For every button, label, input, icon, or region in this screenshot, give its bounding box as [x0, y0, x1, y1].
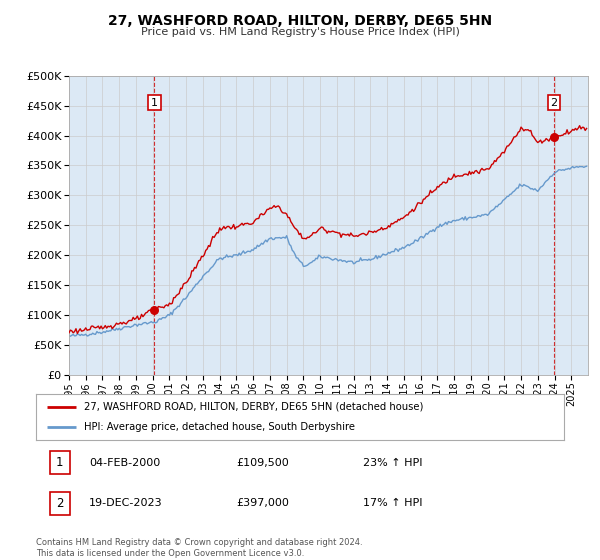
Point	[149, 305, 159, 314]
Text: 27, WASHFORD ROAD, HILTON, DERBY, DE65 5HN: 27, WASHFORD ROAD, HILTON, DERBY, DE65 5…	[108, 14, 492, 28]
Text: 1: 1	[151, 97, 158, 108]
Text: £109,500: £109,500	[236, 458, 289, 468]
Text: 2: 2	[550, 97, 557, 108]
Text: 23% ↑ HPI: 23% ↑ HPI	[364, 458, 423, 468]
Text: 17% ↑ HPI: 17% ↑ HPI	[364, 498, 423, 508]
Text: 1: 1	[56, 456, 64, 469]
Bar	[50, 492, 70, 515]
Text: This data is licensed under the Open Government Licence v3.0.: This data is licensed under the Open Gov…	[36, 549, 304, 558]
Text: £397,000: £397,000	[236, 498, 290, 508]
Text: 19-DEC-2023: 19-DEC-2023	[89, 498, 163, 508]
Text: 27, WASHFORD ROAD, HILTON, DERBY, DE65 5HN (detached house): 27, WASHFORD ROAD, HILTON, DERBY, DE65 5…	[83, 402, 423, 412]
Text: HPI: Average price, detached house, South Derbyshire: HPI: Average price, detached house, Sout…	[83, 422, 355, 432]
Point	[549, 133, 559, 142]
Text: 04-FEB-2000: 04-FEB-2000	[89, 458, 160, 468]
Text: 2: 2	[56, 497, 64, 510]
Text: Price paid vs. HM Land Registry's House Price Index (HPI): Price paid vs. HM Land Registry's House …	[140, 27, 460, 37]
Text: Contains HM Land Registry data © Crown copyright and database right 2024.: Contains HM Land Registry data © Crown c…	[36, 538, 362, 547]
Bar	[50, 451, 70, 474]
